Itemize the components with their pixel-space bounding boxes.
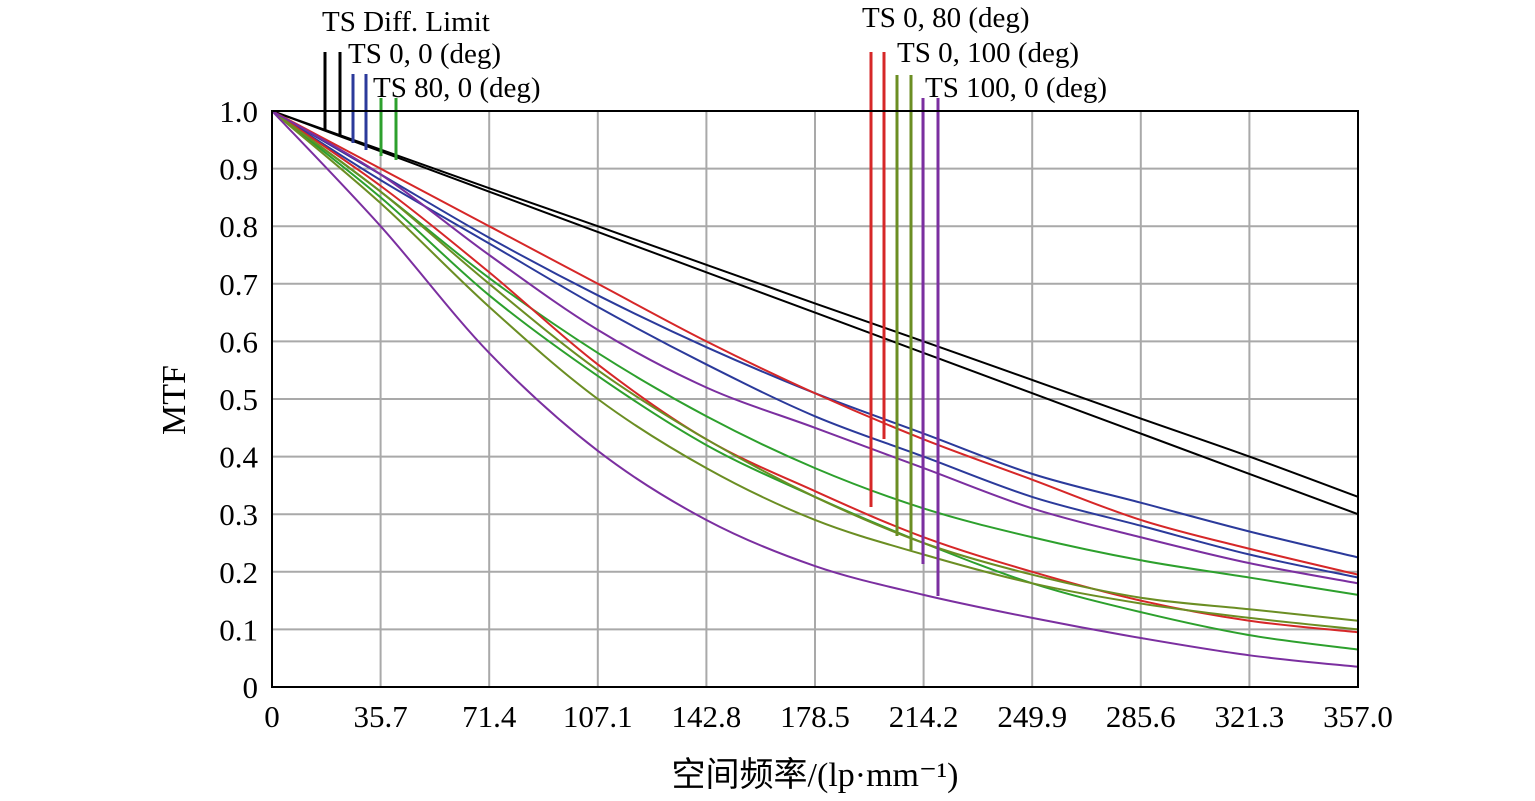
y-tick-label: 0.8 [219, 209, 258, 244]
series-line [271, 110, 1359, 631]
x-tick-label: 249.9 [997, 699, 1067, 734]
y-tick-label: 0.7 [219, 267, 258, 302]
series-line [271, 110, 1359, 576]
x-axis-title: 空间频率/(lp·mm⁻¹) [672, 756, 959, 794]
series-line [271, 110, 1359, 579]
series-line [271, 110, 1359, 596]
y-tick-label: 1.0 [219, 94, 258, 129]
series-line [271, 110, 1359, 622]
y-axis-title: MTF [156, 365, 193, 435]
series-line [271, 110, 1359, 498]
x-tick-label: 214.2 [889, 699, 959, 734]
x-tick-label: 107.1 [563, 699, 633, 734]
legend-label: TS 100, 0 (deg) [925, 72, 1107, 104]
series-lines [271, 110, 1359, 668]
plot-frame [271, 110, 1359, 688]
legend-label: TS 80, 0 (deg) [373, 72, 541, 104]
y-tick-label: 0.2 [219, 555, 258, 590]
legend-label: TS 0, 100 (deg) [897, 37, 1079, 69]
y-tick-label: 0.3 [219, 497, 258, 532]
x-tick-label: 0 [264, 699, 280, 734]
y-tick-label: 0.9 [219, 152, 258, 187]
legend-label: TS Diff. Limit [322, 6, 490, 38]
y-tick-label: 0.5 [219, 382, 258, 417]
x-tick-labels: 0 35.7 71.4 107.1 142.8 178.5 214.2 249.9 285.6 3… [264, 699, 1393, 734]
series-line [271, 110, 1359, 634]
x-tick-label: 178.5 [780, 699, 850, 734]
y-tick-label: 0 [243, 670, 259, 705]
series-line [271, 110, 1359, 585]
series-line [271, 110, 1359, 668]
x-tick-label: 35.7 [353, 699, 407, 734]
y-tick-label: 0.1 [219, 612, 258, 647]
y-tick-label: 0.6 [219, 324, 258, 359]
series-line [271, 110, 1359, 516]
x-tick-label: 71.4 [462, 699, 517, 734]
x-tick-label: 142.8 [672, 699, 742, 734]
legend-label: TS 0, 0 (deg) [348, 38, 501, 70]
legend-markers [323, 52, 940, 596]
x-tick-label: 285.6 [1106, 699, 1176, 734]
x-tick-label: 357.0 [1323, 699, 1393, 734]
y-tick-labels: 0 0.1 0.2 0.3 0.4 0.5 0.6 0.7 0.8 0.9 1.0 [219, 94, 258, 705]
x-tick-label: 321.3 [1215, 699, 1285, 734]
y-tick-label: 0.4 [219, 440, 258, 475]
legend-label: TS 0, 80 (deg) [862, 2, 1030, 34]
